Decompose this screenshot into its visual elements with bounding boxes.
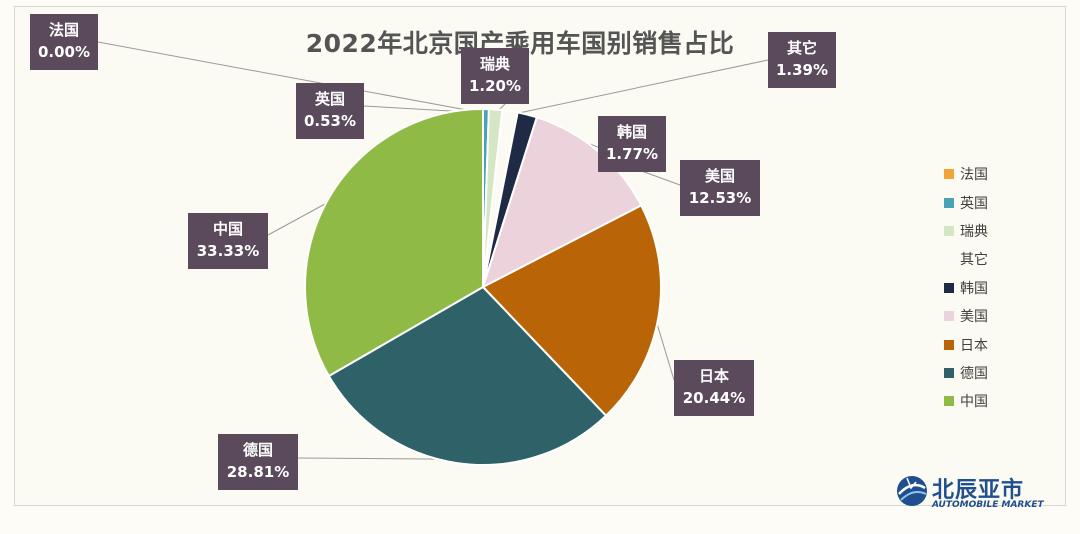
legend-label: 其它 — [960, 252, 988, 269]
data-label-value: 0.00% — [37, 43, 91, 61]
legend-item: 德国 — [944, 359, 1034, 387]
legend-swatch — [944, 197, 954, 208]
legend-item: 瑞典 — [944, 217, 1034, 245]
data-label-2: 瑞典 1.20% — [461, 48, 529, 104]
data-label-6: 日本 20.44% — [674, 360, 754, 416]
legend-swatch — [944, 282, 954, 293]
pie-slice-7 — [327, 285, 608, 466]
data-label-name: 法国 — [48, 21, 79, 39]
data-label-value: 1.20% — [468, 77, 522, 95]
data-label-name: 韩国 — [616, 123, 647, 141]
data-label-name: 德国 — [242, 441, 273, 459]
leader-line-8 — [267, 199, 333, 236]
data-label-value: 0.53% — [303, 112, 357, 130]
legend-swatch — [944, 339, 954, 350]
legend-swatch — [944, 169, 954, 180]
brand-subtitle: AUTOMOBILE MARKET — [932, 500, 1044, 510]
data-label-name: 中国 — [212, 220, 243, 238]
data-label-value: 1.77% — [605, 145, 659, 163]
legend-label: 美国 — [960, 309, 988, 326]
legend-label: 英国 — [960, 195, 988, 212]
data-label-name: 英国 — [314, 90, 345, 108]
legend-item: 中国 — [944, 387, 1034, 415]
pie-slice-8 — [304, 107, 484, 378]
legend-swatch — [944, 225, 954, 236]
legend-label: 瑞典 — [960, 223, 988, 240]
data-label-name: 日本 — [698, 367, 729, 385]
data-label-1: 英国 0.53% — [296, 83, 364, 139]
data-label-value: 33.33% — [196, 242, 260, 260]
data-label-4: 韩国 1.77% — [598, 116, 666, 172]
data-label-value: 28.81% — [226, 463, 290, 481]
data-label-name: 其它 — [786, 39, 817, 57]
legend-item: 日本 — [944, 330, 1034, 358]
legend-label: 德国 — [960, 365, 988, 382]
legend-label: 法国 — [960, 167, 988, 184]
legend-item: 美国 — [944, 302, 1034, 330]
legend-item: 韩国 — [944, 274, 1034, 302]
legend-label: 中国 — [960, 394, 988, 411]
data-label-3: 其它 1.39% — [768, 32, 836, 88]
data-label-5: 美国 12.53% — [680, 160, 760, 216]
legend-item: 英国 — [944, 188, 1034, 216]
legend-label: 日本 — [960, 337, 988, 354]
data-label-0: 法国 0.00% — [30, 14, 98, 70]
legend-swatch — [944, 396, 954, 407]
leader-line-0 — [97, 41, 484, 114]
leader-line-7 — [297, 457, 459, 460]
legend: 法国英国瑞典其它韩国美国日本德国中国 — [944, 160, 1034, 416]
legend-item: 其它 — [944, 245, 1034, 273]
globe-logo-icon — [897, 476, 927, 506]
legend-swatch — [944, 311, 954, 322]
leader-line-3 — [509, 59, 769, 116]
legend-swatch — [944, 367, 954, 378]
data-label-8: 中国 33.33% — [188, 213, 268, 269]
pie-slice-6 — [481, 204, 662, 418]
leader-line-6 — [654, 315, 675, 381]
legend-swatch — [944, 254, 954, 265]
brand-logo: 北辰亚市 AUTOMOBILE MARKET — [895, 472, 1065, 516]
data-label-7: 德国 28.81% — [218, 434, 298, 490]
legend-label: 韩国 — [960, 280, 988, 297]
data-label-value: 1.39% — [775, 61, 829, 79]
brand-name: 北辰亚市 — [932, 478, 1025, 503]
data-label-value: 20.44% — [682, 389, 746, 407]
data-label-name: 美国 — [704, 167, 735, 185]
legend-item: 法国 — [944, 160, 1034, 188]
pie-slices — [304, 107, 662, 466]
data-label-value: 12.53% — [688, 189, 752, 207]
data-label-name: 瑞典 — [479, 55, 510, 73]
